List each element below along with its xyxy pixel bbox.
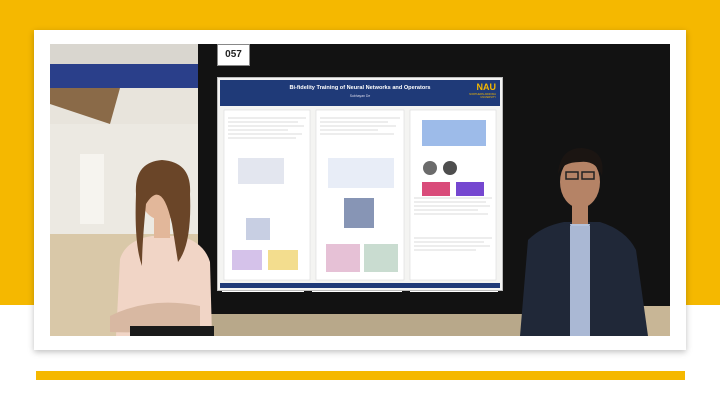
poster-columns: [223, 109, 497, 281]
presenter-left: [110, 160, 214, 336]
blue-curtain: [50, 64, 210, 88]
poster-title: Bi-fidelity Training of Neural Networks …: [289, 85, 431, 91]
wooden-beam: [50, 88, 120, 124]
poster-footer: [220, 283, 500, 288]
hall-ceiling: [50, 44, 210, 64]
poster-authors: Subhayan De: [349, 94, 371, 98]
poster-header: Bi-fidelity Training of Neural Networks …: [220, 80, 500, 106]
university-logo: NAU: [476, 82, 497, 92]
hall-door: [80, 154, 104, 224]
presenter-right: [520, 148, 648, 336]
poster-figures-detail: [232, 120, 486, 272]
research-poster: Bi-fidelity Training of Neural Networks …: [218, 78, 502, 290]
poster-body: [223, 109, 497, 281]
university-name: NORTHERN ARIZONA UNIVERSITY: [469, 93, 496, 99]
center-floor: [210, 314, 590, 336]
poster-text-lines: [228, 117, 492, 251]
yellow-accent-bar: [36, 371, 685, 380]
booth-number-tag: 057: [217, 44, 250, 66]
